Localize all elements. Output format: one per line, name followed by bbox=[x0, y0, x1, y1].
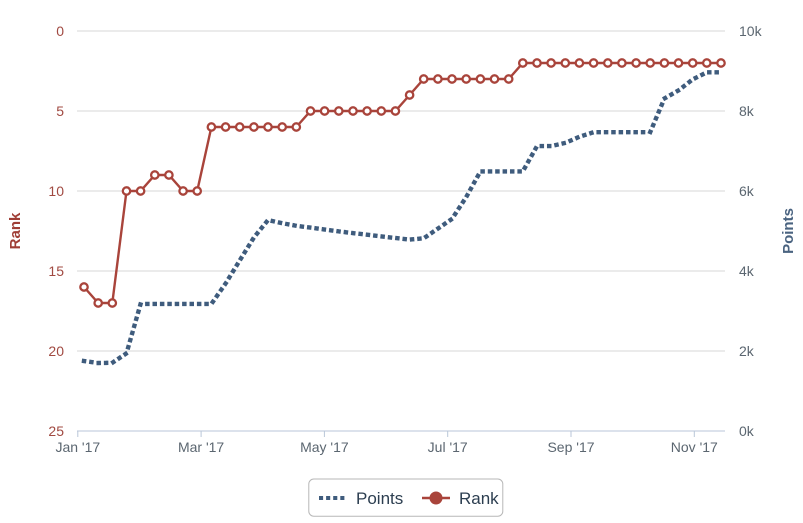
svg-text:Jan '17: Jan '17 bbox=[55, 439, 100, 455]
svg-text:10: 10 bbox=[48, 183, 64, 199]
svg-text:10k: 10k bbox=[739, 23, 763, 39]
svg-text:Nov '17: Nov '17 bbox=[671, 439, 718, 455]
svg-text:Points: Points bbox=[780, 208, 797, 254]
svg-text:15: 15 bbox=[48, 263, 64, 279]
svg-text:Rank: Rank bbox=[7, 212, 24, 249]
svg-text:Points: Points bbox=[356, 489, 403, 508]
svg-text:May '17: May '17 bbox=[300, 439, 349, 455]
svg-text:20: 20 bbox=[48, 343, 64, 359]
svg-text:5: 5 bbox=[56, 103, 64, 119]
svg-text:Mar '17: Mar '17 bbox=[178, 439, 224, 455]
svg-text:8k: 8k bbox=[739, 103, 755, 119]
svg-text:4k: 4k bbox=[739, 263, 755, 279]
svg-text:Sep '17: Sep '17 bbox=[547, 439, 594, 455]
svg-text:2k: 2k bbox=[739, 343, 755, 359]
svg-text:Jul '17: Jul '17 bbox=[428, 439, 468, 455]
svg-text:25: 25 bbox=[48, 423, 64, 439]
svg-text:0: 0 bbox=[56, 23, 64, 39]
svg-text:6k: 6k bbox=[739, 183, 755, 199]
svg-text:0k: 0k bbox=[739, 423, 755, 439]
svg-text:Rank: Rank bbox=[459, 489, 499, 508]
